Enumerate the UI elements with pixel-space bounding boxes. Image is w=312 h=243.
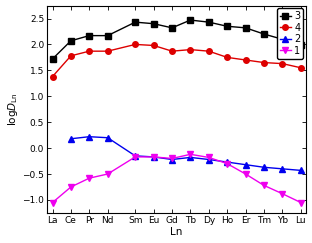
1 (280, 192, 284, 195)
2 (152, 156, 155, 158)
4 (106, 50, 110, 53)
1 (152, 156, 155, 158)
4 (87, 50, 91, 53)
Line: 3: 3 (50, 17, 304, 62)
3 (87, 34, 91, 37)
1 (299, 201, 303, 204)
1 (106, 173, 110, 175)
2 (170, 158, 174, 161)
X-axis label: Ln: Ln (170, 227, 183, 237)
1 (262, 184, 266, 187)
1 (51, 201, 54, 204)
3 (262, 33, 266, 35)
Line: 4: 4 (50, 42, 304, 79)
2 (262, 166, 266, 169)
4 (207, 50, 211, 53)
1 (170, 157, 174, 160)
3 (106, 34, 110, 37)
4 (244, 59, 247, 61)
1 (87, 177, 91, 180)
3 (207, 21, 211, 24)
2 (207, 158, 211, 161)
3 (280, 38, 284, 41)
3 (299, 44, 303, 47)
1 (188, 153, 192, 156)
4 (134, 43, 137, 46)
2 (87, 135, 91, 138)
3 (152, 22, 155, 25)
4 (69, 54, 73, 57)
2 (280, 167, 284, 170)
4 (280, 62, 284, 65)
3 (170, 26, 174, 29)
Legend: 3, 4, 2, 1: 3, 4, 2, 1 (277, 9, 303, 59)
2 (244, 163, 247, 166)
3 (134, 21, 137, 24)
4 (299, 66, 303, 69)
4 (188, 48, 192, 51)
3 (69, 39, 73, 42)
2 (106, 136, 110, 139)
Y-axis label: log$D_{\rm Ln}$: log$D_{\rm Ln}$ (6, 92, 20, 126)
1 (207, 156, 211, 159)
1 (69, 185, 73, 188)
Line: 1: 1 (50, 152, 304, 205)
2 (134, 154, 137, 157)
Line: 2: 2 (68, 134, 304, 173)
2 (188, 156, 192, 159)
2 (299, 169, 303, 172)
3 (51, 58, 54, 61)
4 (262, 61, 266, 64)
4 (225, 56, 229, 59)
4 (51, 75, 54, 78)
4 (152, 44, 155, 47)
1 (244, 173, 247, 175)
3 (188, 19, 192, 22)
3 (225, 25, 229, 28)
4 (170, 50, 174, 53)
2 (69, 137, 73, 140)
1 (225, 162, 229, 165)
3 (244, 26, 247, 29)
1 (134, 156, 137, 158)
2 (225, 161, 229, 164)
